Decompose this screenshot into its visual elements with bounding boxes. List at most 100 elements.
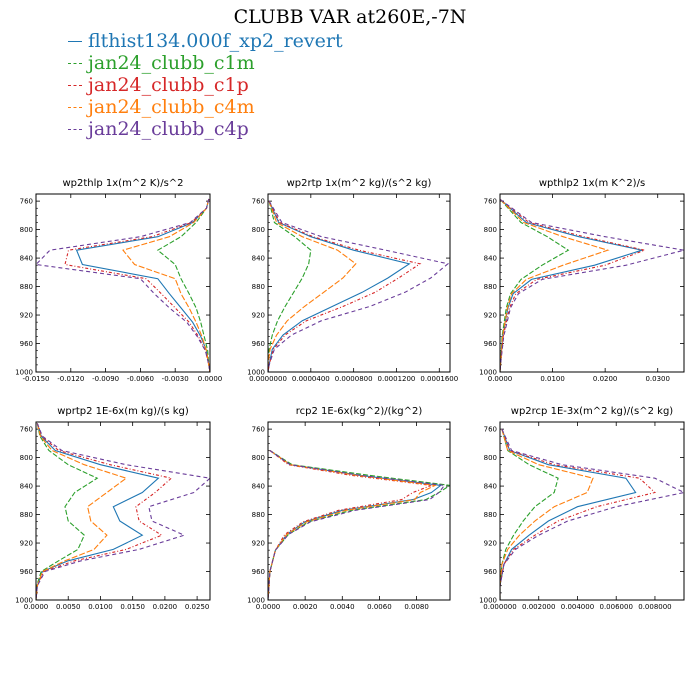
- series-line: [500, 199, 647, 372]
- y-tick-label: 1000: [479, 597, 497, 605]
- x-tick-label: 0.0150: [120, 603, 145, 611]
- y-tick-label: 840: [20, 255, 33, 263]
- chart-title: rcp2 1E-6x(kg^2)/(kg^2): [296, 406, 423, 417]
- chart-title: wprtp2 1E-6x(m kg)/(s kg): [57, 406, 189, 417]
- x-tick-label: 0.006000: [600, 603, 633, 611]
- series-line: [500, 199, 570, 372]
- y-tick-label: 840: [252, 255, 265, 263]
- y-tick-label: 880: [20, 283, 33, 291]
- x-tick-label: 0.0001600: [420, 375, 458, 383]
- x-tick-label: 0.0020: [293, 603, 318, 611]
- chart-panel: wp2thlp 1x(m^2 K)/s^2 760 800 840 880 920 960 1…: [15, 178, 222, 383]
- legend-swatch: [68, 128, 82, 130]
- series-line: [500, 428, 637, 600]
- y-tick-label: 880: [252, 511, 265, 519]
- x-tick-label: -0.0120: [57, 375, 84, 383]
- plot-frame: [267, 193, 451, 373]
- series-line: [36, 423, 173, 600]
- x-tick-label: 0.0040: [330, 603, 355, 611]
- y-tick-label: 840: [484, 255, 497, 263]
- series-line: [268, 450, 450, 600]
- y-tick-label: 920: [252, 312, 265, 320]
- x-tick-label: -0.0150: [22, 375, 49, 383]
- plot-frame: [499, 421, 685, 601]
- legend-item: jan24_clubb_c4p: [68, 118, 343, 140]
- chart-title: wp2rtp 1x(m^2 kg)/(s^2 kg): [287, 178, 432, 189]
- y-tick-label: 760: [20, 198, 33, 206]
- y-tick-label: 960: [252, 340, 265, 348]
- legend-label: jan24_clubb_c1m: [88, 52, 255, 74]
- x-tick-label: -0.0090: [92, 375, 119, 383]
- y-tick-label: 1000: [15, 369, 33, 377]
- series-line: [500, 428, 684, 600]
- y-tick-label: 760: [484, 426, 497, 434]
- legend-swatch: [68, 40, 82, 42]
- x-tick-label: 0.0250: [185, 603, 210, 611]
- series-line: [36, 423, 128, 600]
- x-tick-label: 0.008000: [638, 603, 671, 611]
- x-tick-label: 0.0300: [645, 375, 670, 383]
- y-tick-label: 800: [20, 226, 33, 234]
- y-tick-label: 840: [252, 483, 265, 491]
- chart-title: wp2thlp 1x(m^2 K)/s^2: [62, 178, 183, 189]
- x-tick-label: 0.0000: [24, 603, 49, 611]
- legend-item: jan24_clubb_c1p: [68, 74, 343, 96]
- y-tick-label: 800: [20, 454, 33, 462]
- y-tick-label: 960: [484, 568, 497, 576]
- series-line: [500, 199, 610, 372]
- y-tick-label: 760: [484, 198, 497, 206]
- chart-panel: wprtp2 1E-6x(m kg)/(s kg) 760 800 840 880 920…: [15, 406, 211, 611]
- y-tick-label: 920: [484, 540, 497, 548]
- y-tick-label: 960: [20, 340, 33, 348]
- series-line: [268, 450, 443, 600]
- x-tick-label: 0.0200: [593, 375, 618, 383]
- series-line: [268, 200, 357, 372]
- series-line: [36, 423, 160, 600]
- legend: flthist134.000f_xp2_revert jan24_clubb_c1…: [68, 30, 343, 140]
- series-line: [500, 428, 594, 600]
- y-tick-label: 1000: [247, 597, 265, 605]
- y-tick-label: 920: [20, 540, 33, 548]
- plot-frame: [499, 193, 685, 373]
- series-line: [268, 200, 422, 372]
- series-line: [268, 200, 450, 372]
- legend-swatch: [68, 84, 82, 86]
- y-tick-label: 880: [484, 283, 497, 291]
- y-tick-label: 960: [252, 568, 265, 576]
- series-line: [156, 198, 210, 372]
- x-tick-label: -0.0030: [162, 375, 189, 383]
- series-line: [500, 199, 684, 372]
- legend-label: jan24_clubb_c1p: [88, 74, 249, 96]
- legend-item: flthist134.000f_xp2_revert: [68, 30, 343, 52]
- x-tick-label: 0.004000: [561, 603, 594, 611]
- y-tick-label: 1000: [479, 369, 497, 377]
- y-tick-label: 760: [20, 426, 33, 434]
- x-tick-label: 0.002000: [522, 603, 555, 611]
- chart-panel: wp2rtp 1x(m^2 kg)/(s^2 kg) 760 800 840 880 92…: [247, 178, 458, 383]
- y-tick-label: 800: [252, 454, 265, 462]
- x-tick-label: 0.0000800: [335, 375, 373, 383]
- figure-title: CLUBB VAR at260E,-7N: [233, 6, 467, 28]
- series-line: [64, 198, 210, 372]
- series-line: [268, 200, 411, 372]
- series-line: [36, 423, 210, 600]
- x-tick-label: 0.0000000: [249, 375, 287, 383]
- legend-item: jan24_clubb_c4m: [68, 96, 343, 118]
- chart-panel: wp2rcp 1E-3x(m^2 kg)/(s^2 kg) 760 800 840 88…: [479, 406, 685, 611]
- y-tick-label: 1000: [15, 597, 33, 605]
- legend-label: jan24_clubb_c4p: [88, 118, 249, 140]
- y-tick-label: 920: [20, 312, 33, 320]
- chart-title: wp2rcp 1E-3x(m^2 kg)/(s^2 kg): [511, 406, 674, 417]
- y-tick-label: 960: [484, 340, 497, 348]
- x-tick-label: 0.0050: [56, 603, 81, 611]
- y-tick-label: 880: [20, 511, 33, 519]
- y-tick-label: 840: [20, 483, 33, 491]
- x-tick-label: 0.0080: [404, 603, 429, 611]
- x-tick-label: -0.0060: [127, 375, 154, 383]
- x-tick-label: 0.0000: [488, 375, 513, 383]
- plot-frame: [35, 421, 211, 601]
- chart-panel: rcp2 1E-6x(kg^2)/(kg^2) 760 800 840 880 920 96…: [247, 406, 451, 611]
- series-line: [36, 423, 99, 600]
- legend-label: flthist134.000f_xp2_revert: [88, 30, 343, 52]
